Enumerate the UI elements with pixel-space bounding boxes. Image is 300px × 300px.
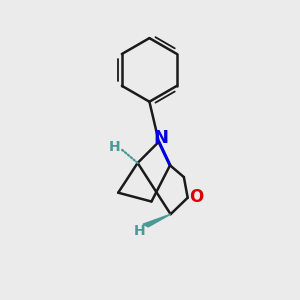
Text: H: H (134, 224, 146, 238)
Text: O: O (189, 188, 204, 206)
Text: N: N (153, 129, 168, 147)
Text: H: H (108, 140, 120, 154)
Polygon shape (143, 214, 171, 227)
